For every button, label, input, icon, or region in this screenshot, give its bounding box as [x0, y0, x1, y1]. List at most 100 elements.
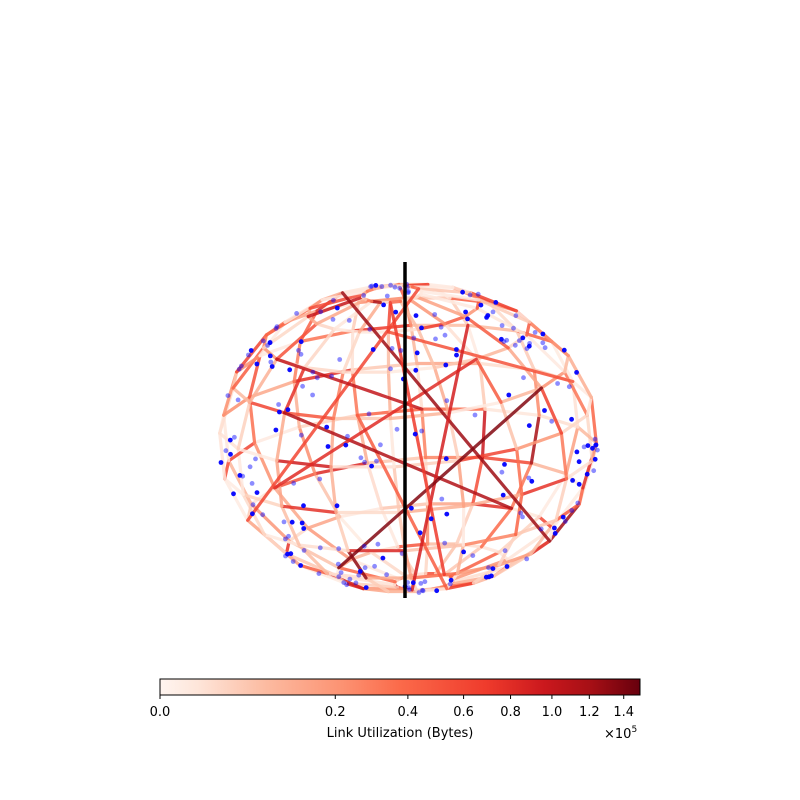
- network-link: [386, 370, 392, 421]
- network-link: [231, 346, 266, 390]
- network-link: [566, 354, 593, 399]
- network-link: [351, 300, 361, 333]
- network-node: [422, 579, 428, 585]
- network-link: [539, 386, 564, 435]
- network-node: [499, 336, 504, 342]
- network-node: [438, 324, 444, 330]
- network-node: [285, 407, 291, 413]
- network-node: [310, 392, 315, 398]
- network-node: [269, 364, 275, 369]
- network-link: [525, 333, 567, 374]
- network-node: [362, 459, 367, 465]
- network-link: [463, 314, 510, 350]
- network-link: [514, 492, 524, 537]
- network-link: [283, 411, 514, 510]
- network-link: [559, 431, 569, 481]
- network-link: [302, 366, 345, 374]
- network-node: [384, 293, 390, 299]
- network-node: [363, 585, 369, 590]
- network-node: [317, 476, 323, 482]
- network-node: [434, 588, 440, 594]
- network-link: [280, 504, 301, 547]
- colorbar-tick-label: 0.8: [500, 705, 521, 720]
- network-link: [433, 366, 451, 415]
- network-link: [434, 542, 459, 576]
- network-node: [418, 581, 424, 586]
- network-link: [236, 447, 279, 463]
- network-node: [566, 384, 572, 390]
- network-node: [341, 580, 347, 585]
- network-node: [353, 580, 359, 586]
- network-node: [574, 449, 580, 455]
- network-node: [249, 481, 255, 486]
- network-node: [590, 445, 595, 451]
- network-link: [337, 386, 544, 570]
- network-link: [529, 413, 541, 465]
- network-node: [591, 468, 597, 474]
- network-node: [493, 300, 499, 305]
- network-node: [235, 397, 241, 403]
- network-node: [527, 341, 532, 346]
- network-node: [420, 587, 425, 593]
- network-link: [325, 571, 368, 580]
- network-link: [292, 339, 302, 384]
- network-node: [517, 338, 522, 343]
- network-node: [254, 361, 260, 367]
- network-node: [260, 512, 266, 518]
- network-node: [336, 574, 342, 580]
- network-node: [336, 546, 342, 552]
- network-node: [576, 459, 582, 465]
- network-node: [576, 481, 582, 487]
- network-link: [253, 441, 277, 490]
- network-node: [384, 572, 389, 578]
- network-node: [419, 428, 425, 434]
- network-link: [416, 327, 437, 370]
- network-node: [499, 323, 505, 328]
- network-link: [223, 477, 250, 522]
- network-link: [457, 459, 466, 508]
- network-link: [497, 532, 518, 567]
- network-node: [581, 444, 587, 450]
- network-node: [392, 284, 398, 290]
- network-link: [549, 339, 575, 384]
- network-link: [527, 320, 570, 358]
- network-link: [478, 361, 487, 411]
- network-link: [408, 297, 447, 326]
- network-node: [467, 292, 473, 298]
- network-link: [340, 291, 552, 543]
- network-node: [273, 326, 279, 331]
- network-link: [468, 291, 519, 313]
- network-link: [409, 323, 419, 366]
- network-node: [465, 316, 470, 322]
- network-node: [478, 302, 484, 308]
- network-node: [378, 442, 383, 448]
- network-node: [247, 464, 253, 470]
- network-node: [443, 456, 449, 462]
- network-node: [444, 511, 450, 517]
- network-link: [275, 322, 319, 361]
- network-node: [344, 582, 350, 588]
- network-node: [526, 475, 532, 481]
- network-node: [335, 561, 341, 567]
- network-link: [585, 395, 593, 417]
- network-node: [413, 313, 419, 318]
- colorbar-tick-label: 1.2: [579, 705, 600, 720]
- network-node: [357, 569, 363, 574]
- network-link: [589, 395, 598, 445]
- network-node: [334, 503, 340, 509]
- network-node: [301, 503, 306, 509]
- network-node: [300, 383, 305, 389]
- network-link: [539, 370, 567, 390]
- network-link: [479, 545, 501, 554]
- network-node: [294, 311, 299, 316]
- network-node: [317, 545, 323, 551]
- network-link: [298, 563, 329, 576]
- network-node: [388, 282, 393, 288]
- network-node: [299, 520, 305, 526]
- network-node: [389, 346, 395, 351]
- network-link: [515, 431, 564, 451]
- network-link: [329, 416, 336, 469]
- network-link: [306, 515, 342, 530]
- network-link: [515, 329, 536, 372]
- network-node: [225, 393, 231, 398]
